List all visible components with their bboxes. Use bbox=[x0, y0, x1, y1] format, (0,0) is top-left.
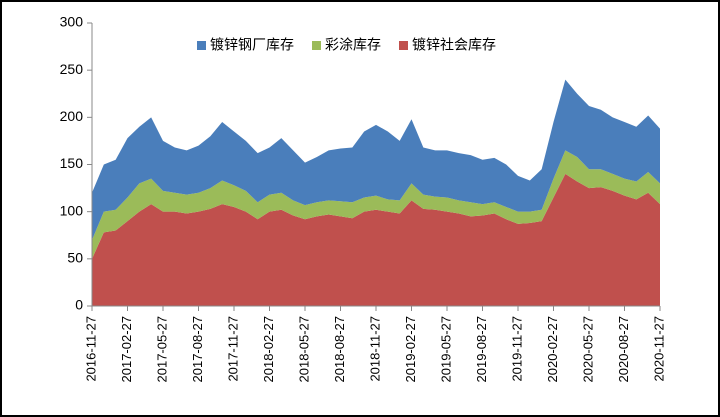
y-tick-label: 150 bbox=[60, 155, 84, 171]
x-tick-label: 2020-11-27 bbox=[651, 316, 666, 382]
x-tick-label: 2018-02-27 bbox=[261, 316, 276, 383]
x-tick-label: 2019-02-27 bbox=[403, 316, 418, 383]
x-tick-label: 2019-08-27 bbox=[474, 316, 489, 383]
legend-label: 镀锌钢厂库存 bbox=[210, 37, 294, 53]
y-tick-label: 100 bbox=[60, 202, 84, 218]
x-tick-label: 2017-08-27 bbox=[190, 316, 205, 383]
legend-item: 镀锌钢厂库存 bbox=[197, 37, 294, 53]
x-tick-label: 2020-08-27 bbox=[616, 316, 631, 383]
x-tick-label: 2019-11-27 bbox=[509, 316, 524, 382]
legend-item: 镀锌社会库存 bbox=[399, 37, 496, 53]
area bbox=[92, 79, 660, 240]
legend-swatch bbox=[399, 41, 408, 50]
x-tick-label: 2019-05-27 bbox=[438, 316, 453, 383]
x-tick-label: 2017-05-27 bbox=[154, 316, 169, 383]
x-tick-label: 2018-11-27 bbox=[367, 316, 382, 382]
x-tick-label: 2020-05-27 bbox=[580, 316, 595, 383]
legend-swatch bbox=[312, 41, 321, 50]
legend-label: 彩涂库存 bbox=[325, 37, 381, 53]
area bbox=[92, 150, 660, 259]
x-tick-label: 2020-02-27 bbox=[545, 316, 560, 383]
x-tick-label: 2016-11-27 bbox=[83, 316, 98, 382]
x-tick-label: 2018-05-27 bbox=[296, 316, 311, 383]
x-tick-label: 2017-02-27 bbox=[119, 316, 134, 383]
y-tick-label: 50 bbox=[67, 250, 83, 266]
y-tick-label: 250 bbox=[60, 61, 84, 77]
legend-swatch bbox=[197, 41, 206, 50]
y-tick-label: 300 bbox=[60, 14, 84, 30]
x-tick-label: 2017-11-27 bbox=[225, 316, 240, 382]
y-tick-label: 200 bbox=[60, 108, 84, 124]
legend-label: 镀锌社会库存 bbox=[412, 37, 496, 53]
x-tick-label: 2018-08-27 bbox=[332, 316, 347, 383]
legend-item: 彩涂库存 bbox=[312, 37, 381, 53]
y-tick-label: 0 bbox=[75, 297, 83, 313]
